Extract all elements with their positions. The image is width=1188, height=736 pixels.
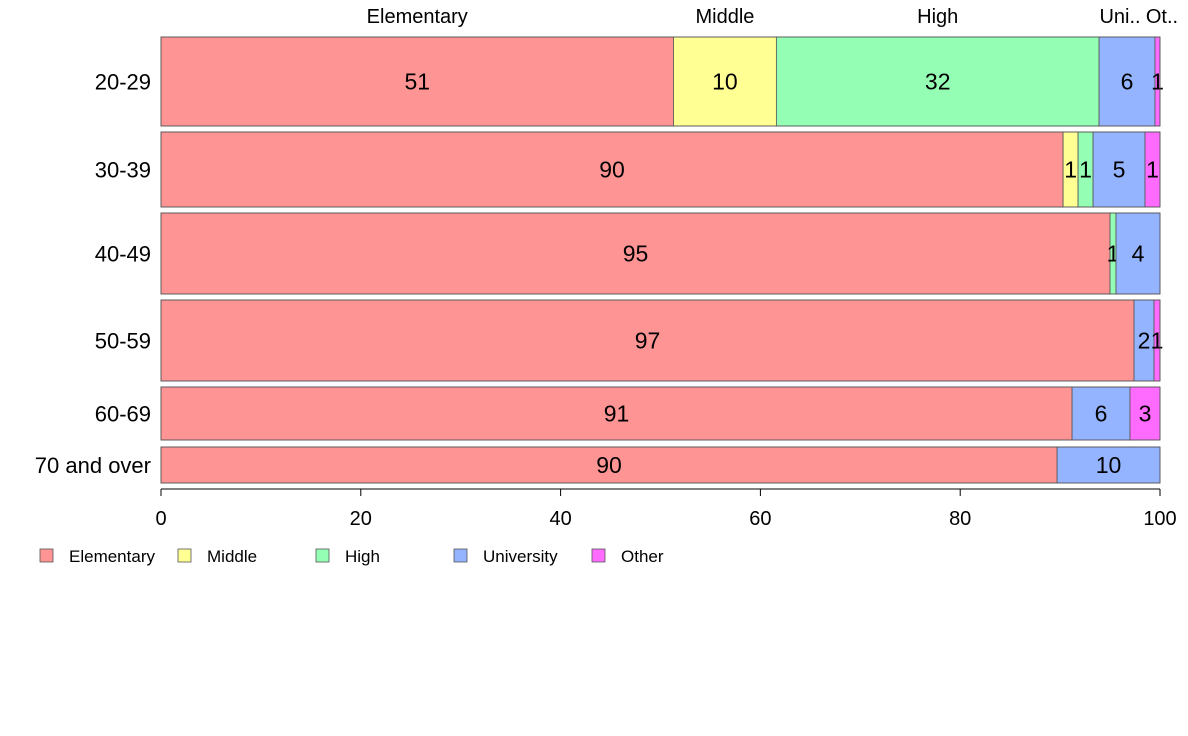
data-label-1-3: 32: [925, 69, 951, 95]
legend-swatch-1: [39, 548, 54, 563]
x-tick-label-3: 40: [549, 508, 571, 530]
bar-segment-3-1: [160, 212, 1111, 295]
bar-segment-2-4: [1092, 131, 1146, 208]
category-label-1: 20-29: [95, 70, 151, 95]
data-label-5-5: 3: [1139, 401, 1152, 427]
category-label-6: 70 and over: [35, 453, 151, 478]
data-label-5-4: 6: [1095, 401, 1108, 427]
data-label-1-5: 1: [1151, 69, 1164, 95]
legend-label-1: Elementary: [69, 547, 155, 566]
bar-segment-1-1: [160, 36, 674, 127]
x-tick-label-1: 0: [155, 508, 166, 530]
data-label-6-4: 10: [1096, 452, 1122, 478]
data-label-5-1: 91: [604, 401, 630, 427]
bar-outline-3: [160, 212, 1161, 295]
bar-segment-6-1: [160, 446, 1058, 484]
legend-label-5: Other: [621, 547, 664, 566]
data-label-3-4: 4: [1132, 241, 1145, 267]
bar-outline-5: [160, 386, 1161, 441]
data-label-2-1: 90: [599, 157, 625, 183]
bar-segment-1-4: [1098, 36, 1156, 127]
x-tick-label-5: 80: [949, 508, 971, 530]
x-tick-label-4: 60: [749, 508, 771, 530]
bar-outline-2: [160, 131, 1161, 208]
bar-outline-6: [160, 446, 1161, 484]
bar-segment-4-1: [160, 299, 1135, 382]
bar-outline-1: [160, 36, 1161, 127]
category-label-2: 30-39: [95, 158, 151, 183]
data-label-2-2: 1: [1064, 157, 1077, 183]
top-label-3: High: [917, 6, 958, 28]
category-label-5: 60-69: [95, 402, 151, 427]
category-label-4: 50-59: [95, 329, 151, 354]
data-label-4-5: 1: [1151, 328, 1164, 354]
bar-segment-6-4: [1056, 446, 1161, 484]
data-label-2-3: 1: [1079, 157, 1092, 183]
x-tick-label-6: 100: [1143, 508, 1176, 530]
data-label-1-2: 10: [712, 69, 738, 95]
data-label-2-4: 5: [1113, 157, 1126, 183]
data-label-6-1: 90: [596, 452, 622, 478]
data-label-3-1: 95: [623, 241, 649, 267]
legend-label-3: High: [345, 547, 380, 566]
data-label-4-1: 97: [635, 328, 661, 354]
top-label-4: Uni..: [1099, 6, 1140, 28]
top-label-2: Middle: [695, 6, 754, 28]
bar-segment-5-1: [160, 386, 1073, 441]
data-label-2-5: 1: [1146, 157, 1159, 183]
category-label-3: 40-49: [95, 242, 151, 267]
legend-label-2: Middle: [207, 547, 257, 566]
bar-outline-4: [160, 299, 1161, 382]
data-label-1-1: 51: [404, 69, 430, 95]
legend-swatch-4: [453, 548, 468, 563]
legend-swatch-2: [177, 548, 192, 563]
legend-label-4: University: [483, 547, 558, 566]
data-label-4-4: 2: [1138, 328, 1151, 354]
legend-swatch-5: [591, 548, 606, 563]
top-label-1: Elementary: [367, 6, 468, 28]
data-label-1-4: 6: [1121, 69, 1134, 95]
top-label-5: Ot..: [1146, 6, 1178, 28]
legend-swatch-3: [315, 548, 330, 563]
bar-segment-5-5: [1129, 386, 1161, 441]
bar-segment-1-2: [673, 36, 777, 127]
x-tick-label-2: 20: [350, 508, 372, 530]
